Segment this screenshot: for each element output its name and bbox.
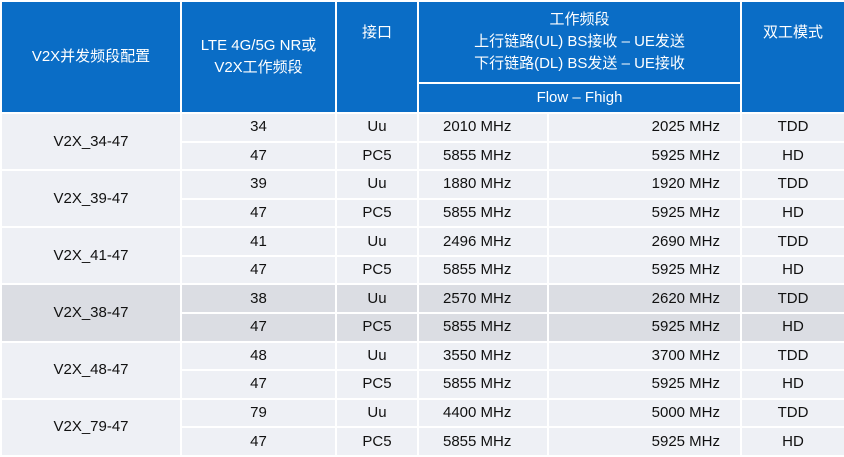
table-row: V2X_79-47 79 Uu 4400 MHz 5000 MHz TDD xyxy=(0,397,844,457)
config-cell: V2X_41-47 xyxy=(0,226,182,286)
fhigh-cell: 2690 MHz xyxy=(546,226,743,257)
config-cell: V2X_38-47 xyxy=(0,283,182,343)
band-cell: 79 xyxy=(180,397,337,429)
flow-cell: 5855 MHz xyxy=(417,426,549,457)
flow-cell: 2570 MHz xyxy=(417,283,549,315)
table-row: 47 PC5 5855 MHz 5925 MHz HD xyxy=(1,197,844,229)
flow-cell: 1880 MHz xyxy=(417,169,549,200)
header-row: V2X并发频段配置 LTE 4G/5G NR或 V2X工作频段 接口 工作频段 … xyxy=(0,0,844,114)
header-frequency-ul: 上行链路(UL) BS接收 – UE发送 xyxy=(474,33,685,50)
band-cell: 47 xyxy=(180,369,337,400)
table-row: V2X_34-47 34 Uu 2010 MHz 2025 MHz TDD xyxy=(0,111,844,172)
band-cell: 47 xyxy=(180,426,337,457)
fhigh-cell: 5925 MHz xyxy=(546,254,743,286)
duplex-cell: TDD xyxy=(740,397,844,429)
header-band: LTE 4G/5G NR或 V2X工作频段 xyxy=(180,0,337,114)
band-cell: 47 xyxy=(180,140,337,172)
header-interface: 接口 xyxy=(335,0,419,114)
flow-cell: 4400 MHz xyxy=(417,397,549,429)
band-cell: 47 xyxy=(180,197,337,229)
interface-cell: Uu xyxy=(335,340,419,372)
header-band-line1: LTE 4G/5G NR或 xyxy=(200,37,317,54)
flow-cell: 5855 MHz xyxy=(417,140,549,172)
table-row: V2X_39-47 39 Uu 1880 MHz 1920 MHz TDD xyxy=(0,169,844,229)
header-band-line2: V2X工作频段 xyxy=(214,59,303,76)
duplex-cell: HD xyxy=(740,140,844,172)
config-cell: V2X_34-47 xyxy=(0,111,182,172)
flow-cell: 5855 MHz xyxy=(417,197,549,229)
interface-cell: Uu xyxy=(335,226,419,257)
header-subrow: Flow – Fhigh xyxy=(1,82,844,114)
duplex-cell: HD xyxy=(740,197,844,229)
duplex-cell: TDD xyxy=(740,340,844,372)
interface-cell: PC5 xyxy=(335,312,419,343)
duplex-cell: HD xyxy=(740,369,844,400)
interface-cell: PC5 xyxy=(335,140,419,172)
flow-cell: 2010 MHz xyxy=(417,112,549,143)
fhigh-cell: 2620 MHz xyxy=(546,283,743,315)
config-cell: V2X_39-47 xyxy=(0,169,182,229)
fhigh-cell: 5925 MHz xyxy=(546,140,743,172)
duplex-cell: HD xyxy=(740,426,844,457)
config-cell: V2X_79-47 xyxy=(0,397,182,457)
table-row: 47 PC5 5855 MHz 5925 MHz HD xyxy=(1,140,844,172)
header-duplex: 双工模式 xyxy=(740,0,844,114)
duplex-cell: HD xyxy=(740,254,844,286)
fhigh-cell: 5000 MHz xyxy=(546,397,743,429)
table-row: 47 PC5 5855 MHz 5925 MHz HD xyxy=(1,369,844,400)
interface-cell: Uu xyxy=(335,169,419,200)
fhigh-cell: 5925 MHz xyxy=(546,312,743,343)
duplex-cell: HD xyxy=(740,312,844,343)
interface-cell: PC5 xyxy=(335,426,419,457)
table-header: V2X并发频段配置 LTE 4G/5G NR或 V2X工作频段 接口 工作频段 … xyxy=(0,0,844,114)
band-cell: 48 xyxy=(180,340,337,372)
table-row: 47 PC5 5855 MHz 5925 MHz HD xyxy=(1,312,844,343)
header-frequency-dl: 下行链路(DL) BS发送 – UE接收 xyxy=(474,55,685,72)
band-cell: 41 xyxy=(180,226,337,257)
fhigh-cell: 5925 MHz xyxy=(546,369,743,400)
band-cell: 47 xyxy=(180,312,337,343)
flow-cell: 3550 MHz xyxy=(417,340,549,372)
interface-cell: Uu xyxy=(335,112,419,143)
duplex-cell: TDD xyxy=(740,226,844,257)
flow-cell: 5855 MHz xyxy=(417,254,549,286)
fhigh-cell: 3700 MHz xyxy=(546,340,743,372)
table-body: V2X_34-47 34 Uu 2010 MHz 2025 MHz TDD 47 PC5 585… xyxy=(0,111,844,457)
header-config: V2X并发频段配置 xyxy=(0,0,182,114)
header-frequency-title: 工作频段 xyxy=(549,11,610,28)
band-cell: 34 xyxy=(180,112,337,143)
table-row: 47 PC5 5855 MHz 5925 MHz HD xyxy=(1,254,844,286)
table-row: V2X_48-47 48 Uu 3550 MHz 3700 MHz TDD xyxy=(0,340,844,400)
interface-cell: Uu xyxy=(335,283,419,315)
duplex-cell: TDD xyxy=(740,112,844,143)
fhigh-cell: 5925 MHz xyxy=(546,426,743,457)
band-cell: 47 xyxy=(180,254,337,286)
fhigh-cell: 5925 MHz xyxy=(546,197,743,229)
table-row: 47 PC5 5855 MHz 5925 MHz HD xyxy=(1,426,844,457)
header-frequency-range: Flow – Fhigh xyxy=(416,82,743,114)
flow-cell: 5855 MHz xyxy=(417,312,549,343)
duplex-cell: TDD xyxy=(740,169,844,200)
band-cell: 38 xyxy=(180,283,337,315)
band-cell: 39 xyxy=(180,169,337,200)
interface-cell: PC5 xyxy=(335,369,419,400)
table-row: V2X_41-47 41 Uu 2496 MHz 2690 MHz TDD xyxy=(0,226,844,286)
flow-cell: 5855 MHz xyxy=(417,369,549,400)
config-cell: V2X_48-47 xyxy=(0,340,182,400)
flow-cell: 2496 MHz xyxy=(417,226,549,257)
header-frequency: 工作频段 上行链路(UL) BS接收 – UE发送 下行链路(DL) BS发送 … xyxy=(416,0,743,84)
fhigh-cell: 2025 MHz xyxy=(546,112,743,143)
interface-cell: Uu xyxy=(335,397,419,429)
table-row: V2X_38-47 38 Uu 2570 MHz 2620 MHz TDD xyxy=(0,283,844,343)
duplex-cell: TDD xyxy=(740,283,844,315)
interface-cell: PC5 xyxy=(335,197,419,229)
fhigh-cell: 1920 MHz xyxy=(546,169,743,200)
interface-cell: PC5 xyxy=(335,254,419,286)
